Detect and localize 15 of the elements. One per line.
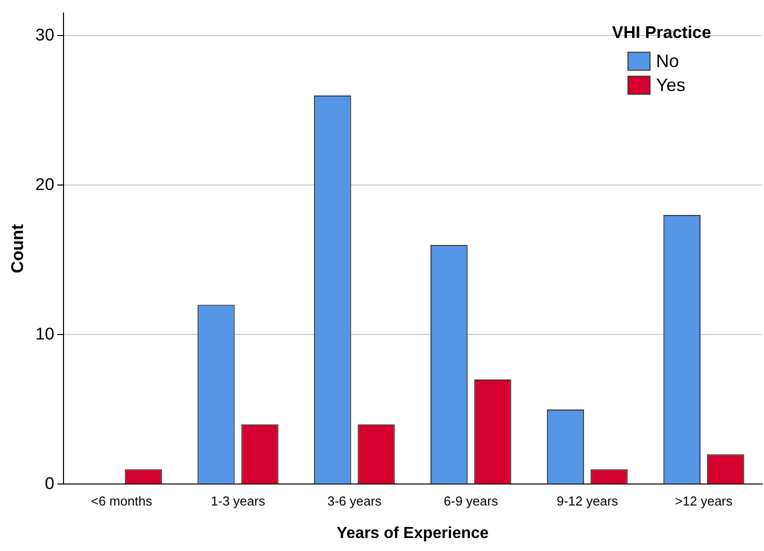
y-tick-label: 30 <box>35 25 54 44</box>
legend-label: No <box>656 51 680 72</box>
x-tick-label: 6-9 years <box>444 494 498 509</box>
y-tick-label: 20 <box>35 174 54 194</box>
legend-title: VHI Practice <box>612 22 712 42</box>
y-tick-label: 10 <box>35 324 54 344</box>
x-tick-label: >12 years <box>675 494 733 509</box>
x-tick-label: <6 months <box>90 494 153 509</box>
x-tick-label: 3-6 years <box>327 494 382 509</box>
x-tick-label: 9-12 years <box>556 494 619 509</box>
x-axis-title: Years of Experience <box>336 524 489 542</box>
x-tick-label: 1-3 years <box>210 494 266 509</box>
y-tick-label: 0 <box>44 474 54 493</box>
legend-label: Yes <box>656 75 686 96</box>
y-axis-title: Count <box>8 224 27 274</box>
